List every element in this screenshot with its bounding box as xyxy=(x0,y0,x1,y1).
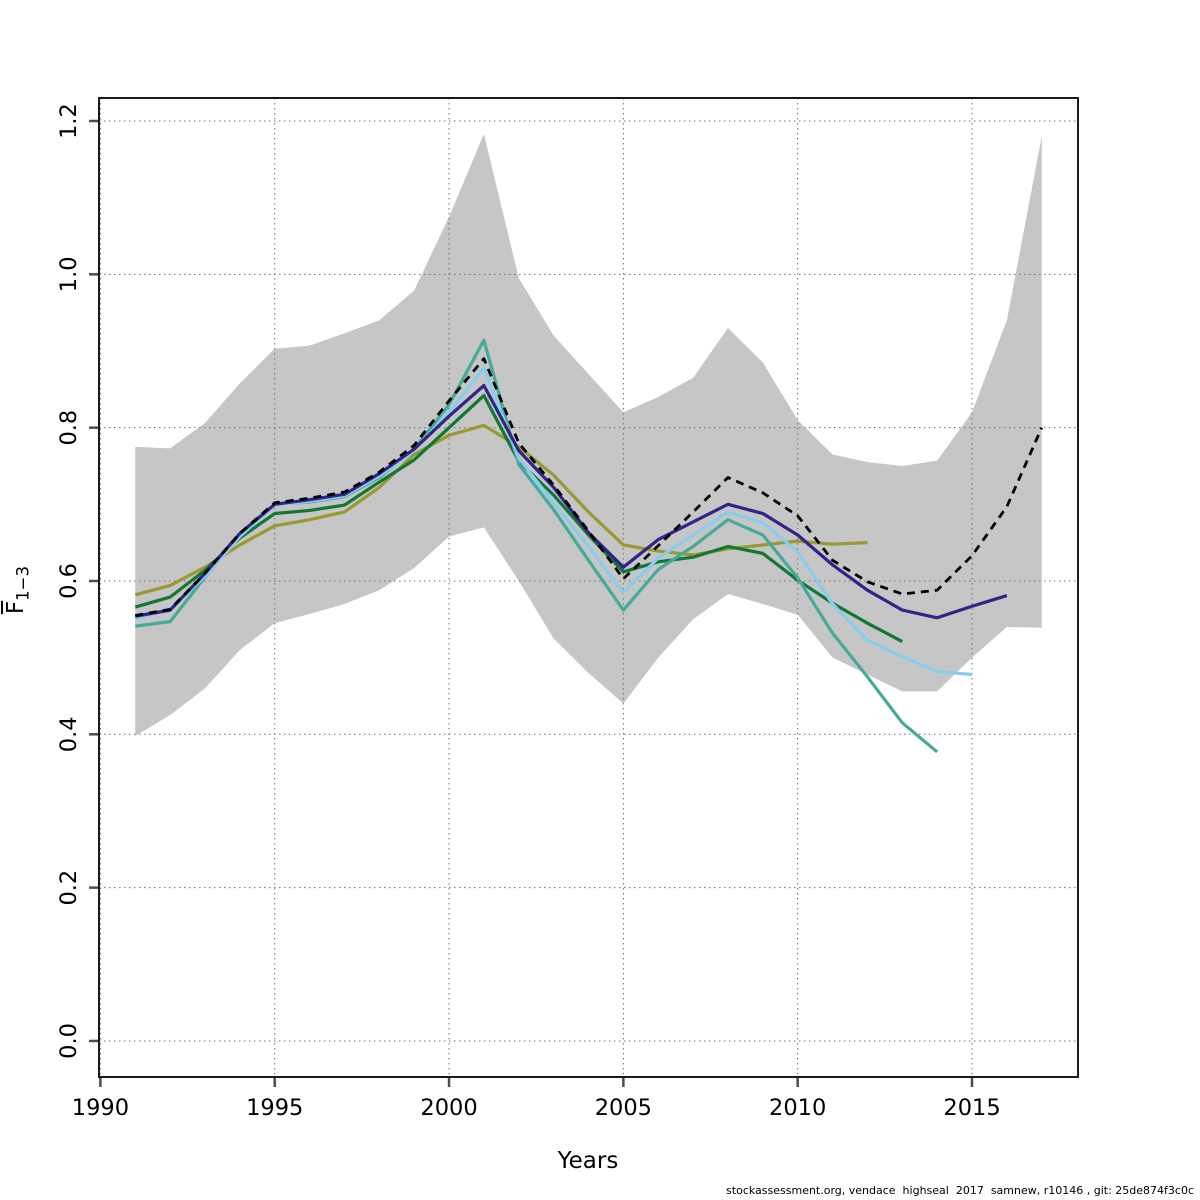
x-tick-label-1990: 1990 xyxy=(72,1095,129,1121)
x-tick-label-2000: 2000 xyxy=(420,1095,477,1121)
y-tick-label-0.4: 0.4 xyxy=(56,716,82,752)
y-tick-label-0.8: 0.8 xyxy=(56,410,82,446)
x-tick-label-2005: 2005 xyxy=(595,1095,652,1121)
confidence-interval-band xyxy=(135,134,1042,736)
plot-box xyxy=(98,97,1079,1078)
y-tick-label-1.2: 1.2 xyxy=(56,103,82,139)
series-base-run-2017 xyxy=(135,357,1044,617)
x-tick-label-1995: 1995 xyxy=(246,1095,303,1121)
footer-attribution: stockassessment.org, vendace highseal 20… xyxy=(726,1184,1194,1197)
series-retro-peel-2012 xyxy=(134,423,868,597)
x-axis-title: Years xyxy=(557,1148,619,1174)
y-axis-title-subscript: 1−3 xyxy=(13,565,33,601)
y-tick-label-0.6: 0.6 xyxy=(56,563,82,599)
y-axis-title-symbol: F xyxy=(3,600,29,615)
y-tick-label-0.0: 0.0 xyxy=(56,1023,82,1059)
x-tick-label-2015: 2015 xyxy=(943,1095,1000,1121)
y-tick-label-0.2: 0.2 xyxy=(56,870,82,906)
y-axis-title: F1−3 xyxy=(0,510,33,670)
y-tick-label-1.0: 1.0 xyxy=(56,256,82,292)
series-retro-peel-2016 xyxy=(134,383,1008,620)
x-tick-label-2010: 2010 xyxy=(769,1095,826,1121)
